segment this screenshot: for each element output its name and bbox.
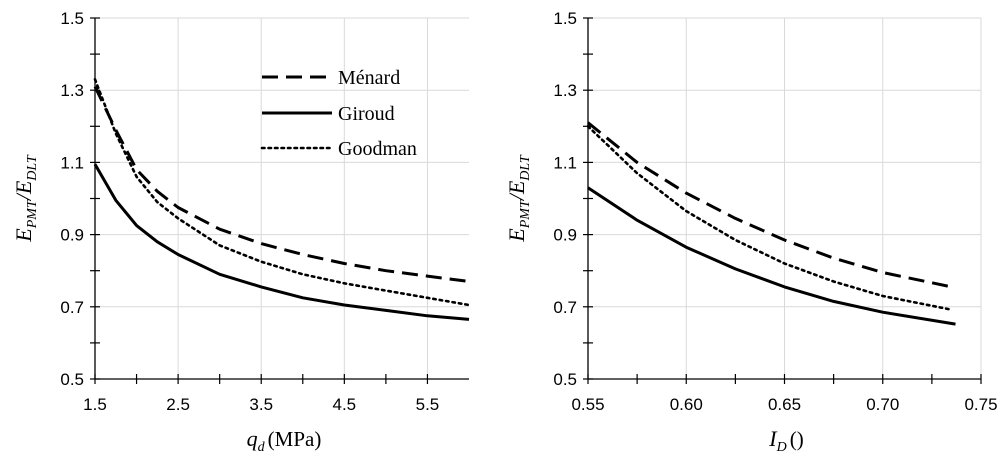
- x-tick-label: 5.5: [416, 395, 440, 414]
- y-tick-label: 0.7: [553, 298, 577, 317]
- series-line-dashed: [93, 85, 470, 283]
- right-chart: 0.5 0.7 0.9 1.1 1.3 1.5 0.55 0.60 0.65 0.70 0.75 ID…: [504, 9, 998, 455]
- y-tick-label: 0.5: [553, 370, 577, 389]
- x-tick-label: 0.55: [571, 395, 604, 414]
- left-chart: 0.5 0.7 0.9 1.1 1.3 1.5 1.5 2.5 3.5 4.5 5.5 qd (MPa)…: [11, 9, 471, 455]
- x-axis-title: qd (MPa): [247, 426, 322, 455]
- y-tick-label: 1.5: [60, 9, 84, 28]
- series-line-dashed: [587, 121, 952, 289]
- y-tick-label: 1.3: [553, 81, 577, 100]
- series-line-solid: [93, 163, 470, 321]
- y-tick-label: 0.9: [553, 226, 577, 245]
- x-tick-label: 0.70: [866, 395, 899, 414]
- series-line-solid: [587, 186, 956, 326]
- y-tick-label: 1.5: [553, 9, 577, 28]
- legend-label: Giroud: [338, 103, 395, 125]
- x-tick-label: 3.5: [249, 395, 273, 414]
- y-axis-title: EPMT/EDLT: [504, 154, 533, 243]
- x-tick-label: 1.5: [83, 395, 107, 414]
- y-tick-label: 0.9: [60, 226, 84, 245]
- x-tick-label: 4.5: [333, 395, 357, 414]
- y-tick-label: 1.1: [553, 153, 577, 172]
- x-tick-label: 0.60: [670, 395, 703, 414]
- x-tick-label: 0.75: [964, 395, 997, 414]
- y-tick-label: 0.5: [60, 370, 84, 389]
- series-line-dotted: [586, 125, 953, 312]
- legend-label: Ménard: [338, 67, 400, 89]
- series-line-dotted: [93, 78, 471, 307]
- legend: Ménard Giroud Goodman: [260, 67, 417, 160]
- x-tick-label: 2.5: [166, 395, 190, 414]
- x-tick-label: 0.65: [768, 395, 801, 414]
- y-tick-label: 1.1: [60, 153, 84, 172]
- y-tick-label: 1.3: [60, 81, 84, 100]
- y-axis-title: EPMT/EDLT: [11, 154, 40, 243]
- x-axis-title: ID(): [768, 426, 803, 455]
- legend-label: Goodman: [338, 138, 417, 160]
- y-tick-label: 0.7: [60, 298, 84, 317]
